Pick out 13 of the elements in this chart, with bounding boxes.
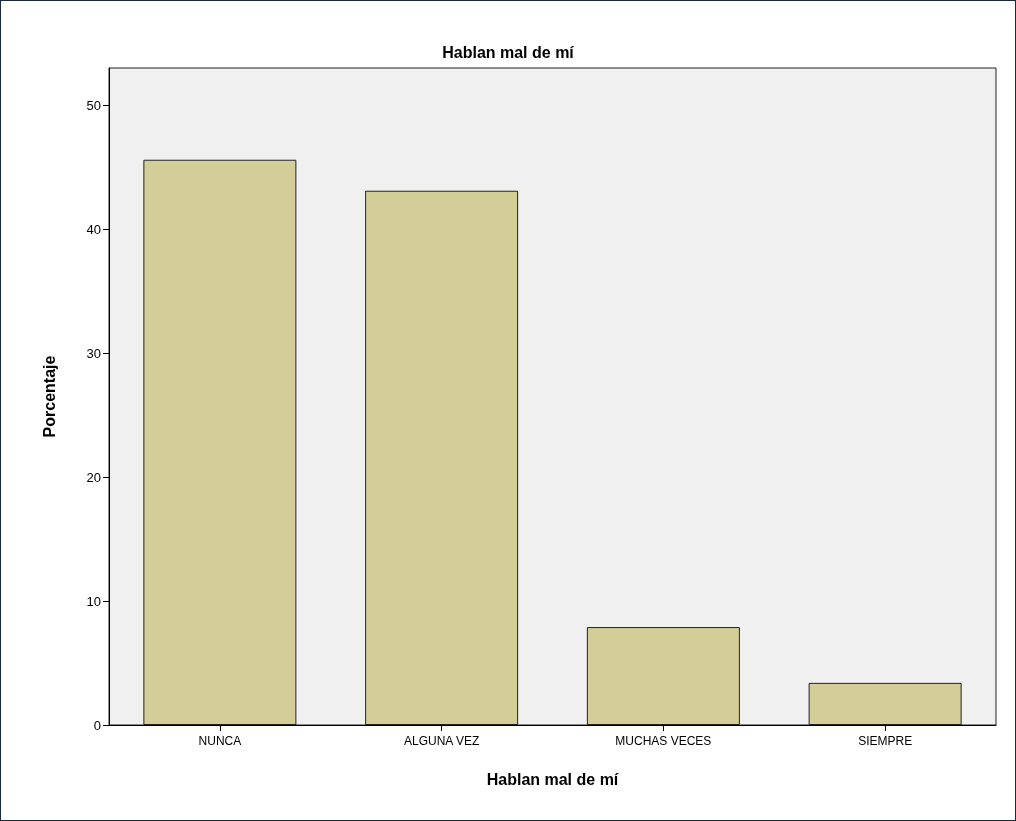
chart-title: Hablan mal de mí	[442, 43, 575, 61]
x-axis-title: Hablan mal de mí	[486, 770, 619, 788]
y-tick-label: 20	[86, 469, 101, 485]
x-tick-label: MUCHAS VECES	[615, 734, 712, 748]
y-axis-title: Porcentaje	[40, 355, 58, 438]
y-tick-label: 10	[86, 593, 101, 609]
x-tick-label: ALGUNA VEZ	[403, 734, 480, 748]
x-tick-label: SIEMPRE	[858, 734, 913, 748]
y-tick-label: 0	[93, 717, 101, 733]
y-tick-label: 40	[86, 221, 101, 237]
x-tick-label: NUNCA	[198, 734, 242, 748]
y-tick-label: 30	[86, 345, 101, 361]
y-tick-label: 50	[86, 97, 101, 113]
